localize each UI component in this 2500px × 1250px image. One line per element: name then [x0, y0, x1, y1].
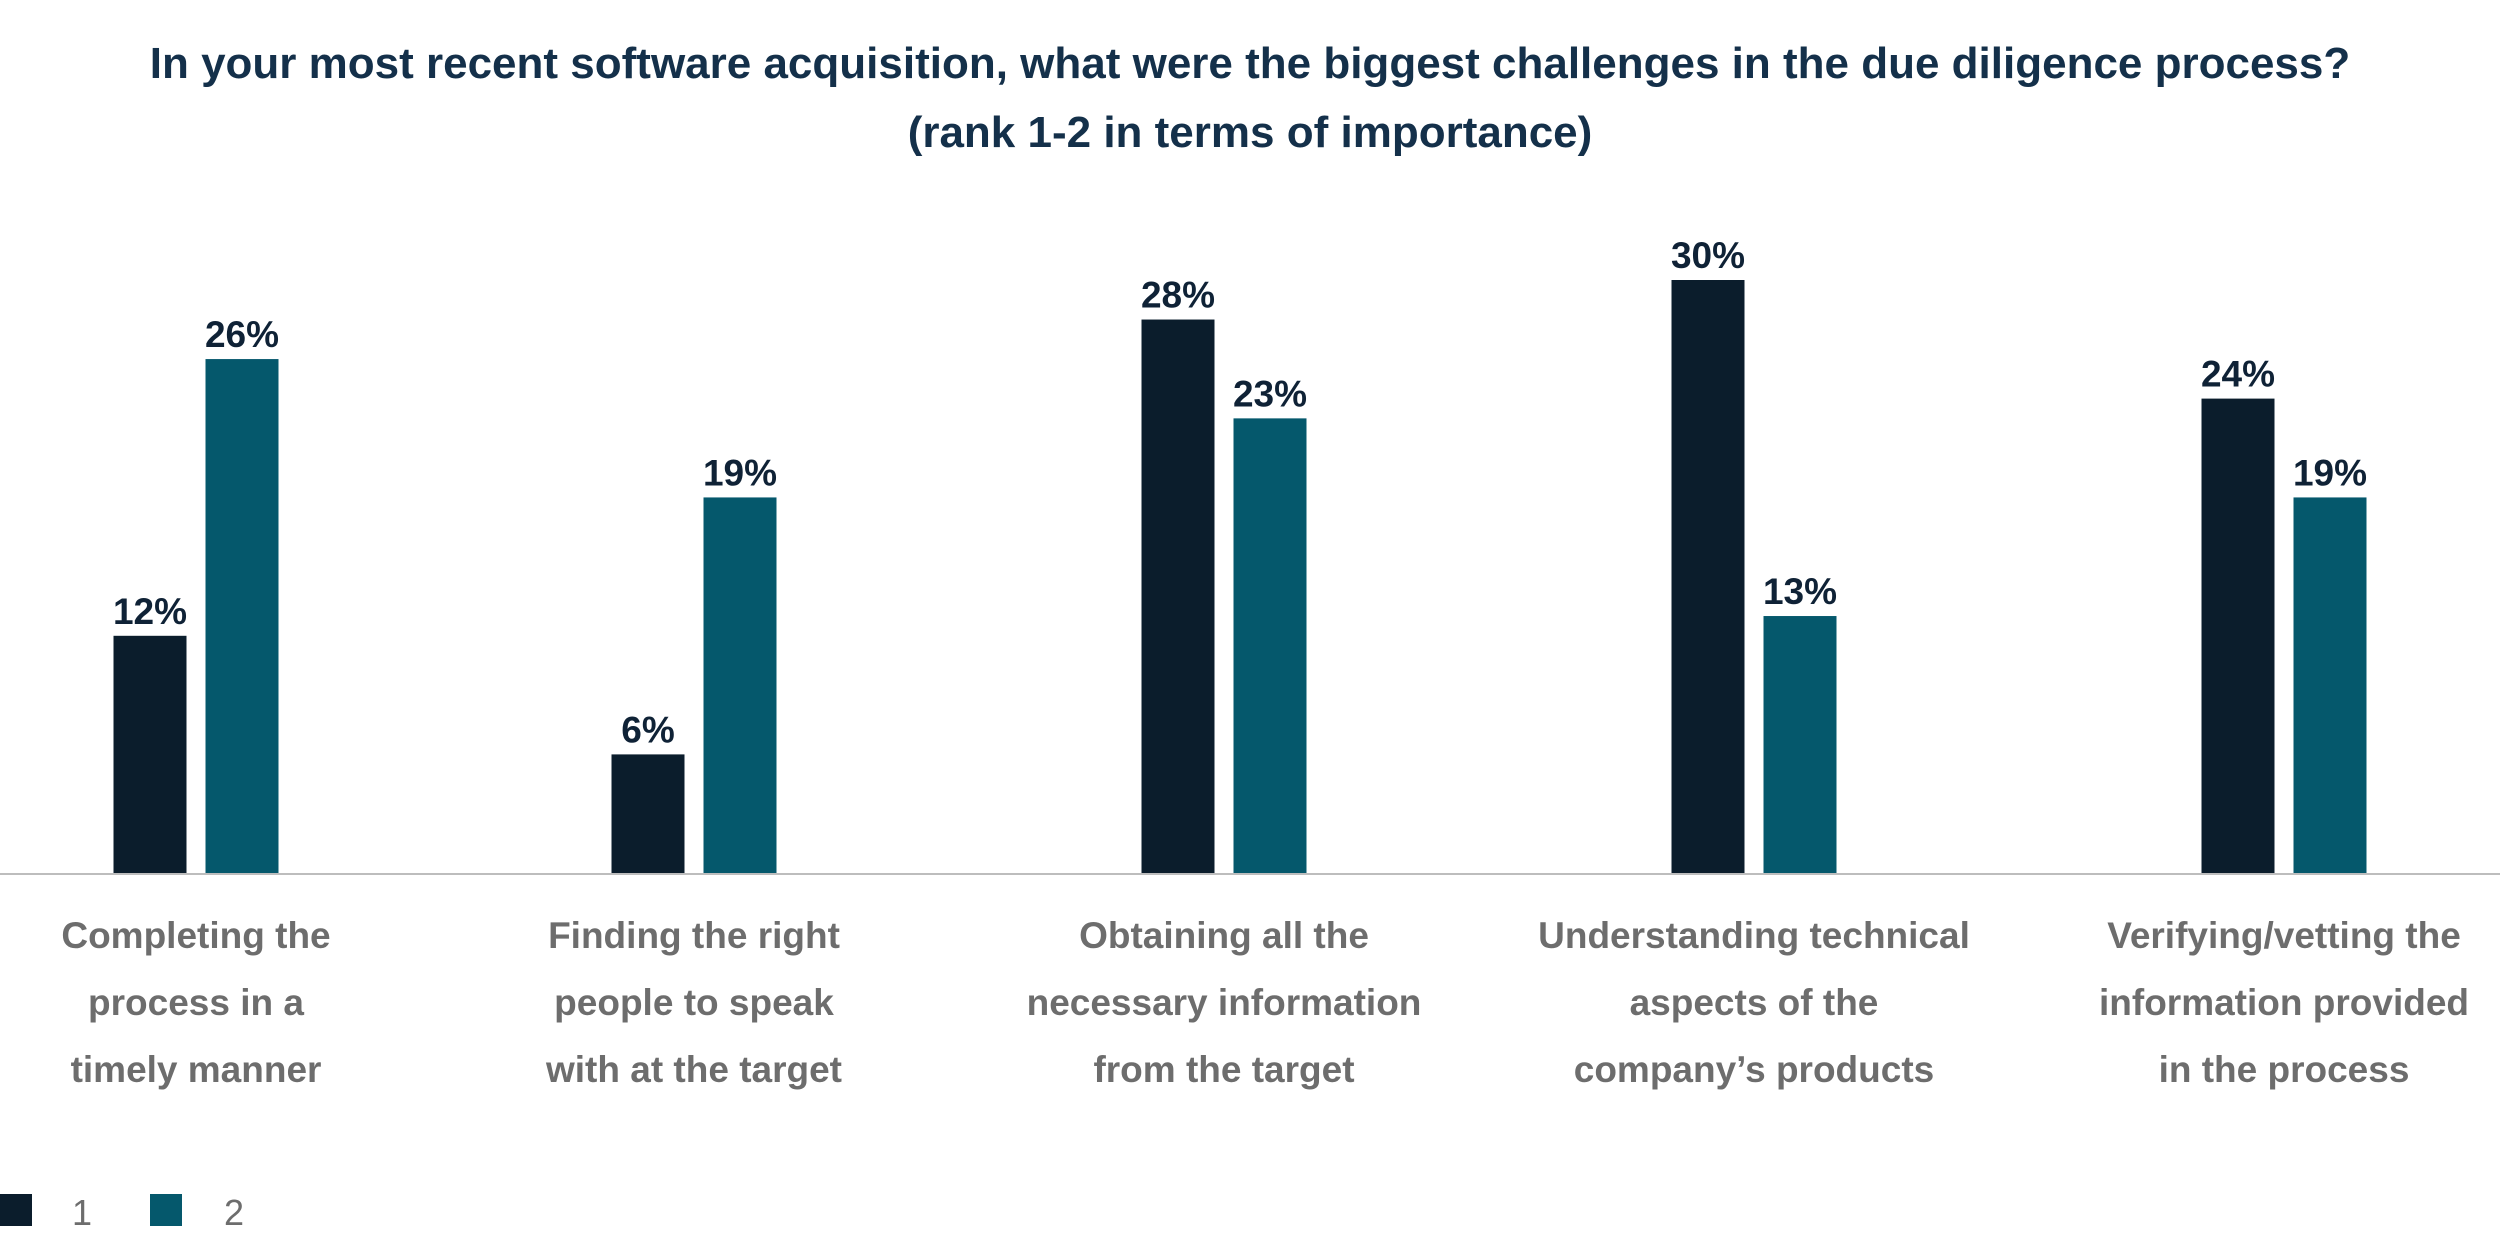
value-label-series-1-cat-3: 28%	[1141, 275, 1215, 316]
legend-label-1: 1	[72, 1192, 92, 1233]
bar-series-2-cat-4	[1763, 616, 1837, 873]
category-label-3-line-1: Obtaining all the	[1079, 915, 1369, 956]
value-label-series-1-cat-5: 24%	[2201, 354, 2275, 395]
category-label-5-line-3: in the process	[2159, 1049, 2410, 1090]
bar-series-2-cat-2	[703, 497, 777, 873]
legend-label-2: 2	[224, 1192, 244, 1233]
category-label-2-line-2: people to speak	[554, 982, 834, 1023]
category-labels: Completing the process in a timely manner F…	[61, 915, 2469, 1090]
value-label-series-1-cat-2: 6%	[621, 709, 674, 750]
category-label-4-line-2: aspects of the	[1630, 982, 1879, 1023]
bar-series-1-cat-1	[113, 635, 187, 873]
legend-swatch-1	[0, 1194, 32, 1226]
category-label-2-line-1: Finding the right	[548, 915, 840, 956]
value-label-series-2-cat-3: 23%	[1233, 373, 1307, 414]
category-label-3-line-2: necessary information	[1027, 982, 1422, 1023]
value-label-series-1-cat-1: 12%	[113, 591, 187, 632]
value-label-series-2-cat-4: 13%	[1763, 571, 1837, 612]
bars	[113, 280, 2367, 874]
category-label-1-line-3: timely manner	[71, 1049, 322, 1090]
category-label-5-line-1: Verifying/vetting the	[2107, 915, 2461, 956]
category-label-2-line-3: with at the target	[545, 1049, 842, 1090]
title-line-1: In your most recent software acquisition…	[150, 39, 2351, 88]
category-label-1-line-2: process in a	[88, 982, 304, 1023]
bar-series-2-cat-3	[1233, 418, 1307, 873]
value-label-series-2-cat-5: 19%	[2293, 452, 2367, 493]
chart-title: In your most recent software acquisition…	[150, 39, 2351, 157]
category-label-3-line-3: from the target	[1093, 1049, 1354, 1090]
category-label-4-line-1: Understanding technical	[1538, 915, 1970, 956]
legend-swatch-2	[150, 1194, 182, 1226]
bar-series-1-cat-3	[1141, 319, 1215, 873]
category-label-5-line-2: information provided	[2099, 982, 2469, 1023]
bar-series-1-cat-4	[1671, 280, 1745, 873]
title-line-2: (rank 1-2 in terms of importance)	[908, 108, 1593, 157]
value-labels: 12% 26% 6% 19% 28% 23% 30% 13% 24% 19%	[113, 235, 2367, 750]
bar-series-1-cat-2	[611, 754, 685, 873]
bar-series-2-cat-5	[2293, 497, 2367, 873]
category-label-4-line-3: company’s products	[1574, 1049, 1934, 1090]
value-label-series-1-cat-4: 30%	[1671, 235, 1745, 276]
bar-series-2-cat-1	[205, 359, 279, 874]
category-label-1-line-1: Completing the	[61, 915, 330, 956]
bar-series-1-cat-5	[2201, 398, 2275, 873]
value-label-series-2-cat-1: 26%	[205, 314, 279, 355]
value-label-series-2-cat-2: 19%	[703, 452, 777, 493]
